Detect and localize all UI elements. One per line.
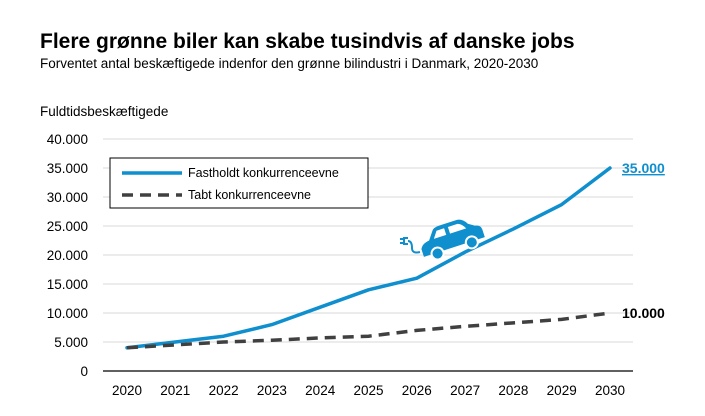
- legend-label-fastholdt: Fastholdt konkurrenceevne: [188, 166, 339, 180]
- x-tick-label: 2025: [353, 383, 383, 398]
- legend-box: [109, 157, 369, 209]
- y-tick-label: 15.000: [47, 277, 88, 292]
- y-tick-label: 30.000: [47, 190, 88, 205]
- y-tick-label: 5.000: [54, 335, 88, 350]
- x-tick-label: 2021: [160, 383, 190, 398]
- chart-title: Flere grønne biler kan skabe tusindvis a…: [40, 30, 575, 53]
- end-label-fastholdt: 35.000: [622, 160, 665, 176]
- legend-label-tabt: Tabt konkurrenceevne: [188, 188, 311, 202]
- x-tick-label: 2027: [450, 383, 480, 398]
- x-tick-labels: 2020 2021 2022 2023 2024 2025 2026 2027 2028 2029…: [112, 383, 625, 398]
- y-tick-label: 40.000: [47, 132, 88, 147]
- y-tick-labels: 0 5.000 10.000 15.000 20.000 25.000 30.000 35.0…: [47, 132, 88, 379]
- x-tick-label: 2029: [547, 383, 577, 398]
- end-label-tabt: 10.000: [622, 305, 665, 321]
- series-line-tabt: [126, 311, 611, 350]
- x-tick-label: 2028: [498, 383, 528, 398]
- y-tick-label: 35.000: [47, 161, 88, 176]
- series-lines: [125, 166, 612, 350]
- x-tick-label: 2024: [305, 383, 336, 398]
- electric-car-icon: [400, 219, 485, 261]
- x-tick-label: 2026: [402, 383, 432, 398]
- y-tick-label: 20.000: [47, 248, 88, 263]
- x-tick-label: 2020: [112, 383, 142, 398]
- series-line-fastholdt: [125, 166, 612, 350]
- x-tick-label: 2022: [209, 383, 239, 398]
- end-labels: 35.000 10.000: [622, 160, 665, 321]
- legend: Fastholdt konkurrenceevne Tabt konkurren…: [109, 157, 369, 209]
- y-tick-label: 10.000: [47, 306, 88, 321]
- y-axis-label: Fuldtidsbeskæftigede: [40, 104, 169, 119]
- chart-subtitle: Forventet antal beskæftigede indenfor de…: [40, 56, 539, 71]
- y-tick-label: 25.000: [47, 219, 88, 234]
- x-tick-label: 2030: [595, 383, 625, 398]
- y-tick-label: 0: [80, 364, 88, 379]
- x-tick-label: 2023: [257, 383, 287, 398]
